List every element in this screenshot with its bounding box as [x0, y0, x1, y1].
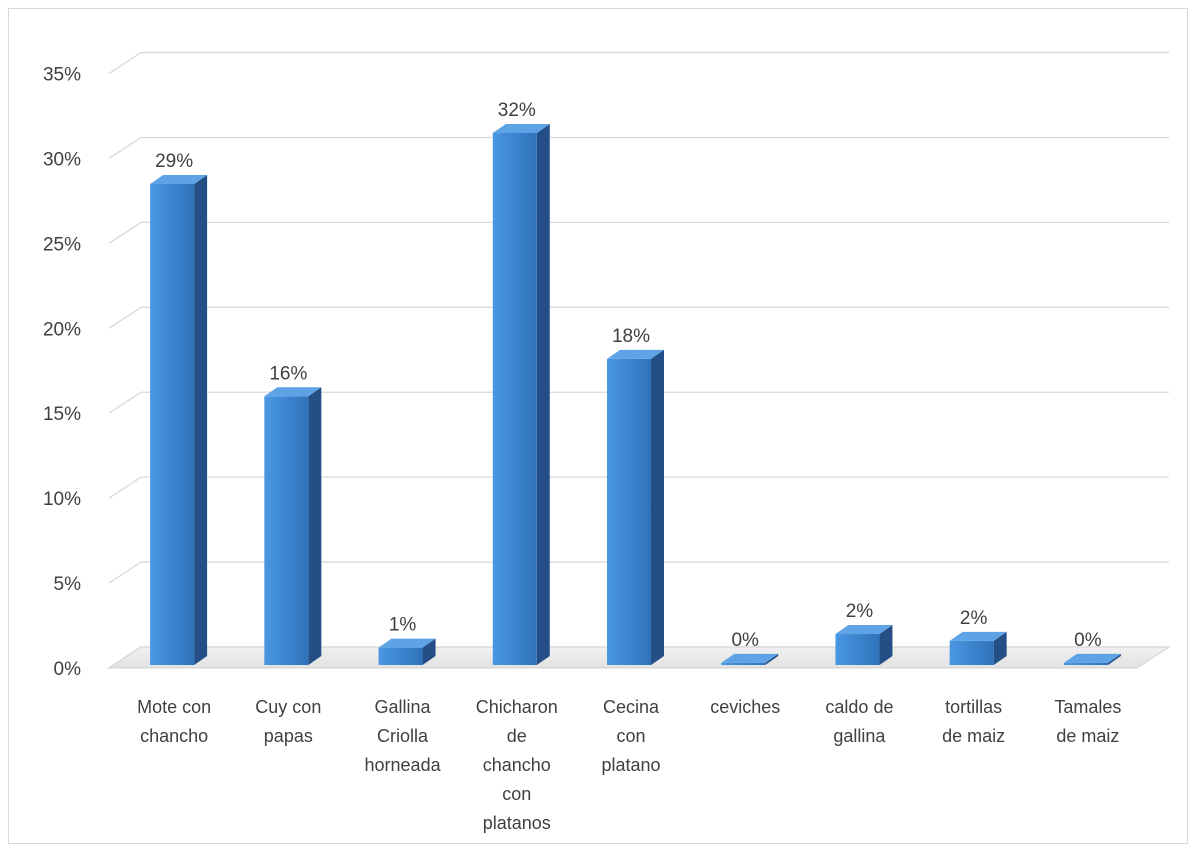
bar-front — [492, 133, 537, 665]
bar — [378, 638, 436, 665]
bar-front — [264, 396, 309, 665]
bar-front — [607, 358, 651, 665]
x-tick-label: Mote con chancho — [137, 697, 211, 746]
bar-front — [1063, 662, 1108, 665]
x-tick-label: Chicharon de chancho con platanos — [476, 697, 558, 833]
data-label: 0% — [731, 630, 759, 651]
bar — [492, 124, 550, 665]
x-tick-label: Tamales de maiz — [1054, 697, 1121, 746]
bar-chart: 0%5%10%15%20%25%30%35% 29%16%1%32%18%0%2… — [43, 51, 1171, 833]
y-tick-label: 10% — [43, 489, 81, 510]
chart-frame: 0% 5% 10% 15% 20% 25% 30% 35% 29% 16% 1% 32% 18% 0% 2… — [8, 8, 1188, 844]
bar-side — [308, 387, 322, 665]
data-label: 29% — [155, 151, 193, 172]
x-tick-label: Cuy con papas — [255, 697, 321, 746]
bar-side — [1107, 653, 1121, 665]
x-tick-label: Gallina Criolla horneada — [365, 697, 442, 775]
bar — [721, 653, 779, 665]
gridline-depth — [108, 391, 142, 414]
data-label: 1% — [389, 615, 417, 636]
bar-side — [765, 653, 779, 665]
data-labels: 29% 16% 1% 32% 18% 0% 2% 2% 0% — [155, 100, 1102, 651]
bar-side — [194, 174, 208, 665]
bar-front — [378, 647, 423, 665]
x-tick-label: ceviches — [710, 697, 780, 717]
bar — [1063, 653, 1121, 665]
bar-top — [721, 653, 779, 663]
bar-side — [993, 631, 1007, 665]
x-tick-label: tortillas de maiz — [942, 697, 1005, 746]
gridline-depth — [108, 52, 142, 75]
bars — [150, 124, 1121, 665]
gridline-depth — [108, 561, 142, 584]
y-tick-label: 35% — [43, 65, 81, 86]
bar — [607, 349, 664, 665]
y-axis-ticks: 0% 5% 10% 15% 20% 25% 30% 35% — [43, 65, 81, 680]
data-label: 2% — [960, 608, 988, 629]
bar-side — [651, 349, 664, 665]
y-tick-label: 25% — [43, 234, 81, 255]
gridline-depth — [108, 306, 142, 329]
y-tick-label: 30% — [43, 149, 81, 170]
bar — [949, 631, 1007, 665]
bar-top — [150, 174, 208, 184]
y-tick-label: 5% — [54, 574, 82, 595]
bar-front — [835, 634, 880, 665]
y-tick-label: 0% — [54, 659, 82, 680]
data-label: 16% — [269, 363, 307, 384]
bar-top — [607, 349, 664, 359]
x-axis-ticks: Mote con chancho Cuy con papas Gallina Crioll… — [137, 697, 1121, 833]
bar-top — [1063, 653, 1121, 663]
bar — [150, 174, 208, 665]
bar-top — [264, 387, 322, 397]
bar-front — [150, 183, 195, 665]
bar-front — [949, 640, 994, 665]
bar-top — [492, 124, 550, 133]
bar-top — [835, 625, 893, 635]
bar-top — [378, 638, 436, 648]
bar-side — [536, 124, 550, 665]
bar-front — [721, 662, 766, 665]
gridline-depth — [108, 476, 142, 499]
x-tick-label: Cecina con platano — [601, 697, 660, 775]
bar-top — [949, 631, 1007, 641]
data-label: 18% — [612, 326, 650, 347]
gridline-depth — [108, 136, 142, 160]
data-label: 32% — [498, 100, 536, 121]
bar — [835, 625, 893, 665]
y-tick-label: 20% — [43, 319, 81, 340]
gridline-depth — [108, 221, 142, 244]
y-tick-label: 15% — [43, 404, 81, 425]
bar-side — [422, 638, 436, 665]
x-tick-label: caldo de gallina — [825, 697, 893, 746]
bar — [264, 387, 322, 665]
data-label: 0% — [1074, 630, 1102, 651]
bar-side — [879, 625, 893, 665]
data-label: 2% — [846, 601, 874, 622]
